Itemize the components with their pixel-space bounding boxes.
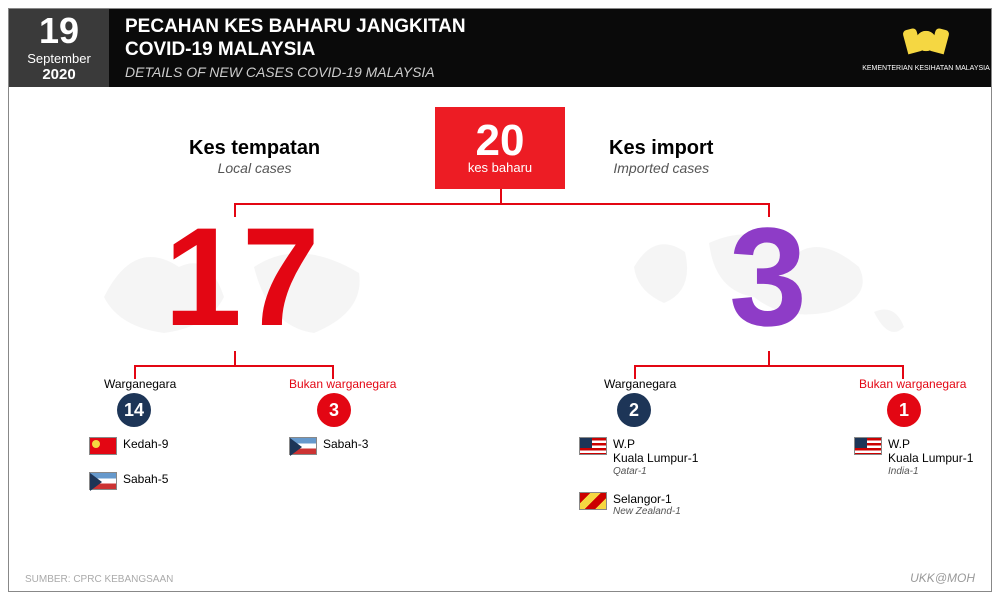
entry-text: Sabah-5 <box>123 472 168 486</box>
crest-icon <box>903 25 949 65</box>
wp-flag-icon <box>854 437 882 455</box>
footer-source: SUMBER: CPRC KEBANGSAAN <box>25 574 173 585</box>
date-day: 19 <box>39 13 79 49</box>
local-citizen-count: 14 <box>117 393 151 427</box>
ministry-logo: KEMENTERIAN KESIHATAN MALAYSIA <box>861 9 991 87</box>
import-cases-value: 3 <box>729 207 807 347</box>
entry-text: W.P Kuala Lumpur-1 <box>888 437 973 466</box>
import-noncitizen-label: Bukan warganegara <box>859 377 966 391</box>
local-noncitizen-item: Sabah-3 <box>289 437 368 455</box>
title-ms-line2: COVID-19 MALAYSIA <box>125 39 845 62</box>
title-en: DETAILS OF NEW CASES COVID-19 MALAYSIA <box>125 64 845 80</box>
import-label-ms: Kes import <box>609 137 713 160</box>
local-citizen-item: Kedah-9 <box>89 437 168 455</box>
title-box: PECAHAN KES BAHARU JANGKITAN COVID-19 MA… <box>109 9 861 87</box>
kedah-flag-icon <box>89 437 117 455</box>
local-branch-label: Kes tempatan Local cases <box>189 137 320 176</box>
local-noncitizen-label: Bukan warganegara <box>289 377 396 391</box>
import-citizen-item: Selangor-1 New Zealand-1 <box>579 492 681 518</box>
import-citizen-count: 2 <box>617 393 651 427</box>
local-noncitizen-count: 3 <box>317 393 351 427</box>
entry-sub: Qatar-1 <box>613 466 698 478</box>
import-label-en: Imported cases <box>609 160 713 176</box>
total-cases-box: 20 kes baharu <box>435 107 565 189</box>
selangor-flag-icon <box>579 492 607 510</box>
import-citizen-item: W.P Kuala Lumpur-1 Qatar-1 <box>579 437 698 478</box>
local-citizen-item: Sabah-5 <box>89 472 168 490</box>
entry-text: W.P Kuala Lumpur-1 <box>613 437 698 466</box>
import-noncitizen-count: 1 <box>887 393 921 427</box>
date-year: 2020 <box>42 66 75 83</box>
import-noncitizen-item: W.P Kuala Lumpur-1 India-1 <box>854 437 973 478</box>
local-cases-value: 17 <box>164 207 320 347</box>
local-citizen-label: Warganegara <box>104 377 176 391</box>
sabah-flag-icon <box>89 472 117 490</box>
entry-text: Sabah-3 <box>323 437 368 451</box>
entry-text: Selangor-1 <box>613 492 681 506</box>
wp-flag-icon <box>579 437 607 455</box>
tree-line <box>634 365 904 367</box>
date-box: 19 September 2020 <box>9 9 109 87</box>
local-label-en: Local cases <box>189 160 320 176</box>
footer-credit: UKK@MOH <box>910 571 975 585</box>
tree-line <box>134 365 334 367</box>
tree-line <box>500 189 502 203</box>
local-label-ms: Kes tempatan <box>189 137 320 160</box>
total-label: kes baharu <box>435 160 565 175</box>
entry-sub: India-1 <box>888 466 973 478</box>
title-ms-line1: PECAHAN KES BAHARU JANGKITAN <box>125 16 845 39</box>
entry-sub: New Zealand-1 <box>613 506 681 518</box>
import-citizen-label: Warganegara <box>604 377 676 391</box>
header-bar: 19 September 2020 PECAHAN KES BAHARU JAN… <box>9 9 991 87</box>
entry-text: Kedah-9 <box>123 437 168 451</box>
date-month: September <box>27 51 91 66</box>
import-branch-label: Kes import Imported cases <box>609 137 713 176</box>
logo-text: KEMENTERIAN KESIHATAN MALAYSIA <box>862 65 990 72</box>
content-area: 20 kes baharu Kes tempatan Local cases K… <box>9 87 991 591</box>
sabah-flag-icon <box>289 437 317 455</box>
total-value: 20 <box>435 121 565 161</box>
